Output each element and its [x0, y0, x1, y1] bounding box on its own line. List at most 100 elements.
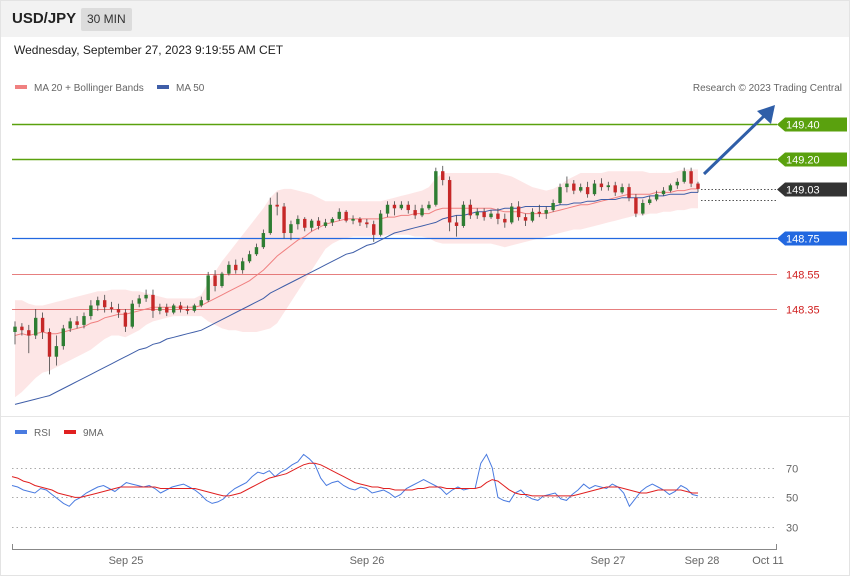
candle — [185, 305, 190, 315]
candle — [27, 324, 31, 354]
candle — [599, 178, 604, 191]
candle-body — [75, 321, 79, 325]
ma50-legend-swatch — [157, 85, 169, 89]
candle-body — [606, 185, 611, 188]
rsi-legend-label: RSI — [34, 428, 51, 439]
candle — [192, 303, 197, 313]
price-tag-text-149.03: 149.03 — [786, 185, 820, 197]
candle-body — [199, 300, 203, 306]
candle — [551, 199, 555, 212]
candle — [661, 187, 666, 196]
candle-body — [447, 180, 452, 223]
candle-body — [661, 190, 666, 195]
candle-body — [82, 316, 86, 325]
candle — [268, 197, 272, 235]
candle-body — [185, 309, 190, 311]
candle-body — [344, 211, 348, 221]
candle-body — [399, 204, 404, 209]
candle — [606, 181, 611, 191]
price-panel: 149.40 149.20 149.03 148.75 148.55 148.35 — [12, 105, 847, 405]
candle — [337, 208, 341, 221]
candle-body — [613, 185, 617, 193]
candle — [613, 181, 617, 196]
candle — [385, 201, 390, 218]
candle — [441, 165, 445, 186]
candle-body — [392, 204, 397, 209]
candle — [696, 181, 700, 193]
candle-body — [13, 326, 17, 332]
candle-body — [261, 233, 266, 248]
price-tag-148.75 — [777, 231, 847, 246]
candle-body — [641, 203, 645, 214]
candle-body — [544, 210, 548, 214]
rsi-tick-label-50: 50 — [786, 493, 798, 505]
candle — [392, 201, 397, 216]
candle — [261, 229, 266, 249]
candle — [75, 316, 79, 329]
x-tick-label-sep-27: Sep 27 — [591, 555, 626, 567]
x-tick-label-sep-26: Sep 26 — [350, 555, 385, 567]
candle — [323, 218, 328, 228]
candle — [109, 301, 114, 313]
candle — [116, 303, 121, 318]
candle-body — [406, 204, 410, 211]
candle-body — [358, 218, 362, 223]
candle — [213, 270, 217, 292]
candle — [227, 261, 231, 276]
rsi-line — [11, 453, 699, 508]
rsi-legend-swatch — [15, 430, 27, 434]
candle-body — [102, 300, 107, 308]
candle-body — [165, 307, 169, 313]
rsi-tick-label-30: 30 — [786, 523, 798, 535]
candle-body — [668, 185, 673, 191]
candle-body — [489, 213, 493, 218]
candle-body — [254, 247, 259, 255]
candle — [585, 181, 590, 198]
price-tag-149.40 — [777, 117, 847, 132]
candle — [199, 296, 203, 308]
candle — [365, 218, 369, 228]
candle — [579, 183, 583, 193]
symbol-title: USD/JPY — [12, 10, 77, 27]
candle-body — [510, 206, 514, 223]
candle-body — [482, 211, 486, 218]
candle-body — [682, 171, 686, 182]
x-tick-label-sep-28: Sep 28 — [685, 555, 720, 567]
candle-body — [675, 181, 680, 186]
candle-body — [503, 218, 507, 223]
candle-body — [192, 305, 197, 311]
candle-body — [634, 197, 638, 214]
candle-body — [240, 261, 245, 271]
candle — [351, 215, 355, 225]
candle — [316, 217, 321, 230]
candle — [40, 312, 45, 340]
timeframe-button[interactable]: 30 MIN — [81, 8, 132, 31]
ma20-legend-label: MA 20 + Bollinger Bands — [34, 83, 144, 94]
candle-body — [592, 183, 597, 195]
x-tick-label-sep-25: Sep 25 — [109, 555, 144, 567]
price-tag-text-149.40: 149.40 — [786, 120, 820, 132]
candle — [275, 192, 279, 216]
candle-body — [213, 275, 217, 287]
candle — [503, 213, 507, 228]
candle — [240, 257, 245, 274]
candle — [641, 199, 645, 216]
candle — [330, 217, 335, 226]
candle — [220, 271, 224, 288]
bollinger-band-area — [15, 169, 698, 398]
candle — [151, 289, 155, 318]
candle-body — [130, 303, 134, 327]
candle — [165, 303, 169, 317]
candle-body — [109, 307, 114, 309]
candle-body — [178, 305, 183, 309]
support-label-148.35: 148.35 — [786, 305, 820, 317]
candle-body — [227, 264, 231, 274]
candle-body — [413, 210, 417, 216]
candle — [399, 201, 404, 211]
candle-body — [20, 326, 24, 331]
candle-body — [365, 222, 369, 225]
candle-body — [309, 220, 314, 228]
candle-body — [268, 204, 272, 234]
candle — [447, 176, 452, 232]
